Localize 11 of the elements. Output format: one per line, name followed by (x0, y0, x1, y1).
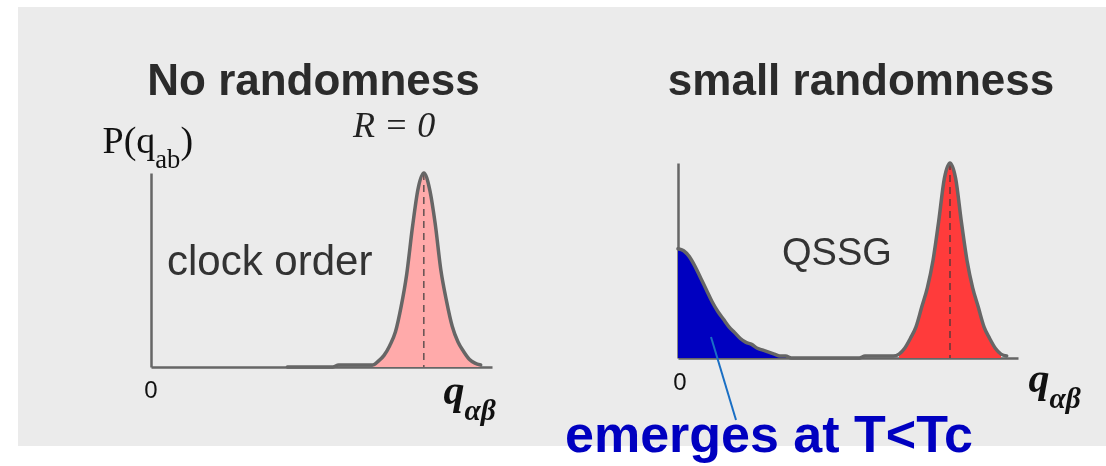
text: emerges at T<Tc (565, 405, 974, 463)
chart-title: small randomness (667, 55, 1055, 104)
y-axis-title: P(q$_{ab}$) (102, 118, 194, 174)
text: 0 (144, 376, 158, 403)
annotation: clock order (167, 237, 373, 284)
x-axis-title: q$_{αβ}$ (443, 366, 496, 426)
annotation: QSSG (782, 231, 892, 273)
chart-title: No randomness (147, 55, 480, 104)
text: 0 (673, 368, 687, 395)
text: R = 0 (352, 105, 436, 145)
x-axis-title: q$_{αβ}$ (1028, 354, 1081, 414)
